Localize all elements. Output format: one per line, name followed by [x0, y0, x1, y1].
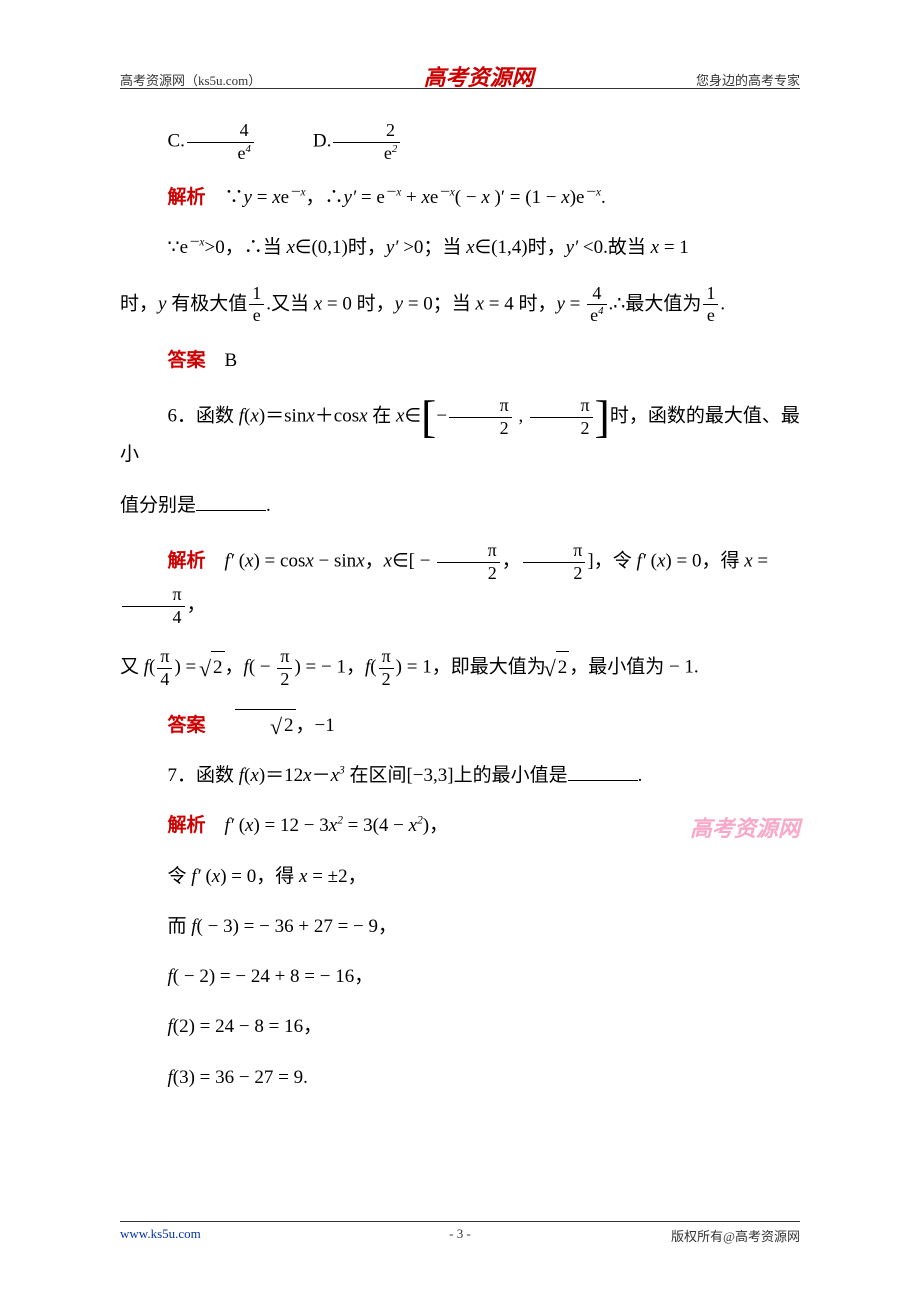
frac-d: 2e2 — [333, 120, 400, 164]
solution-5-l1: 解析 ∵y = xe－x，∴y′ = e－x + xe－x( − x )′ = … — [120, 182, 800, 214]
fill-blank-7 — [568, 762, 638, 781]
watermark: 高考资源网 — [642, 810, 800, 847]
header-rule — [120, 88, 800, 89]
frac-1e-b: 1e — [703, 283, 718, 327]
lbracket-icon: [ — [421, 391, 436, 442]
frac-1e: 1e — [249, 283, 264, 327]
solution-6-l2: 又 f(π4) = 2，f( − π2) = − 1，f(π2) = 1，即最大… — [120, 646, 800, 690]
sqrt-icon: 2 — [211, 651, 225, 684]
frac-c: 4e4 — [187, 120, 254, 164]
solution-5-l2: ∵e－x>0，∴当 x∈(0,1)时，y′ >0；当 x∈(1,4)时，y′ <… — [120, 232, 800, 264]
fill-blank — [196, 492, 266, 511]
solution-7-l1: 解析 f′ (x) = 12 − 3x2 = 3(4 − x2)， 高考资源网 — [120, 810, 800, 842]
sqrt-icon-3: 2 — [235, 709, 296, 742]
solution-7-l3: 而 f( − 3) = − 36 + 27 = − 9， — [120, 911, 800, 943]
solution-7-l4: f( − 2) = − 24 + 8 = − 16， — [120, 961, 800, 993]
answer-6: 答案 2，−1 — [120, 709, 800, 742]
choice-d-label: D. — [313, 130, 331, 151]
label-daan-6: 答案 — [168, 715, 206, 736]
header-left: 高考资源网（ks5u.com） — [120, 70, 261, 89]
label-daan: 答案 — [168, 350, 206, 371]
footer-center: - 3 - — [449, 1226, 471, 1241]
choices-cd: C.4e4 D.2e2 — [120, 120, 800, 164]
question-6b: 值分别是. — [120, 490, 800, 522]
rbracket-icon: ] — [595, 391, 610, 442]
label-jiexi-6: 解析 — [168, 551, 206, 572]
choice-c-label: C. — [168, 130, 185, 151]
solution-7-l6: f(3) = 36 − 27 = 9. — [120, 1062, 800, 1094]
footer-right: 版权所有@高考资源网 — [671, 1226, 800, 1245]
question-7: 7．函数 f(x)＝12x－x3 在区间[−3,3]上的最小值是. — [120, 760, 800, 792]
solution-7-l2: 令 f′ (x) = 0，得 x = ±2， — [120, 861, 800, 893]
solution-6-l1: 解析 f′ (x) = cosx − sinx，x∈[ − π2，π2]，令 f… — [120, 540, 800, 628]
page-footer: www.ks5u.com - 3 - 版权所有@高考资源网 — [120, 1221, 800, 1242]
header-right: 您身边的高考专家 — [696, 70, 800, 89]
label-jiexi-7: 解析 — [168, 815, 206, 836]
solution-5-l3: 时，y 有极大值1e.又当 x = 0 时，y = 0；当 x = 4 时，y … — [120, 283, 800, 327]
sqrt-icon-2: 2 — [556, 651, 570, 684]
footer-left: www.ks5u.com — [120, 1226, 201, 1242]
answer-5: 答案 B — [120, 345, 800, 377]
frac-4e4: 4e4 — [587, 283, 606, 327]
question-6: 6．函数 f(x)＝sinx＋cosx 在 x∈[−π2 , π2]时，函数的最… — [120, 395, 800, 471]
label-jiexi: 解析 — [168, 187, 206, 208]
solution-7-l5: f(2) = 24 − 8 = 16， — [120, 1011, 800, 1043]
page-content: C.4e4 D.2e2 解析 ∵y = xe－x，∴y′ = e－x + xe－… — [120, 120, 800, 1112]
